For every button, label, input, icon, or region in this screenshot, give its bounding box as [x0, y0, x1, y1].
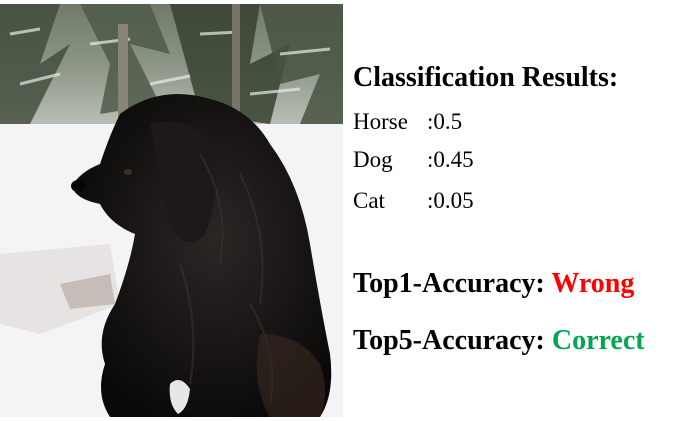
result-label: Cat: [353, 188, 385, 213]
top1-accuracy: Top1-Accuracy: Wrong: [353, 266, 634, 302]
result-score: :0.05: [427, 188, 474, 213]
top5-accuracy-label: Top5-Accuracy:: [353, 325, 552, 356]
classification-results-title: Classification Results:: [353, 62, 619, 93]
result-score: :0.5: [427, 109, 463, 134]
result-row-cat: Cat :0.05: [353, 186, 474, 216]
top1-accuracy-value: Wrong: [551, 268, 635, 299]
result-score: :0.45: [427, 147, 474, 172]
dog-photo: [0, 4, 343, 417]
top5-accuracy: Top5-Accuracy: Correct: [353, 323, 645, 359]
result-label: Dog: [353, 147, 393, 172]
top1-accuracy-label: Top1-Accuracy:: [353, 268, 552, 299]
result-row-dog: Dog :0.45: [353, 145, 474, 175]
result-row-horse: Horse :0.5: [353, 107, 462, 137]
top5-accuracy-value: Correct: [551, 325, 645, 356]
result-label: Horse: [353, 109, 408, 134]
